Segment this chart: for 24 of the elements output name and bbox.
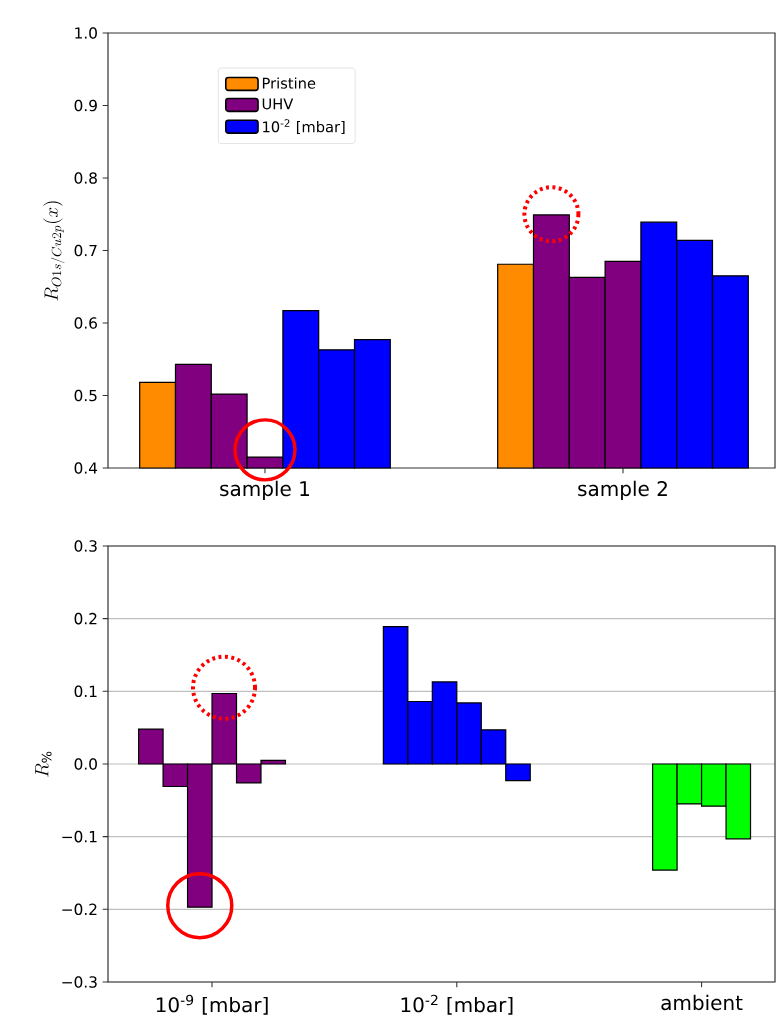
y-tick-label: 0.1 bbox=[74, 685, 97, 698]
y-tick-label: −0.3 bbox=[62, 976, 97, 988]
y-tick-label: −0.1 bbox=[62, 830, 97, 843]
y-tick-label: 0.6 bbox=[74, 317, 97, 329]
y-tick-label: 1.0 bbox=[75, 27, 97, 39]
y-tick-label: 0.8 bbox=[74, 172, 97, 184]
x-tick-label: 10$^{-2}$ [mbar] bbox=[401, 994, 513, 1015]
x-tick-label: ambient bbox=[661, 994, 743, 1011]
y-tick-label: 0.5 bbox=[74, 389, 97, 402]
y-tick-label: 0.4 bbox=[74, 462, 98, 474]
x-tick-label: sample 2 bbox=[578, 480, 667, 501]
y-tick-label: −0.2 bbox=[62, 903, 97, 916]
y-tick-label: 0.3 bbox=[74, 540, 97, 552]
y-tick-label: 0.2 bbox=[74, 612, 97, 625]
legend-label: Pristine bbox=[262, 77, 316, 89]
legend-label: UHV bbox=[262, 98, 294, 110]
y-tick-label: 0.7 bbox=[74, 244, 97, 257]
y-tick-label: 0.0 bbox=[74, 758, 97, 770]
legend-label: 10$^{-2}$ [mbar] bbox=[263, 119, 345, 135]
y-axis-title: $R_{O1s/Cu2p}(x)$ bbox=[43, 201, 65, 301]
y-axis-title: $R_{\%}$ bbox=[35, 751, 52, 777]
x-tick-label: 10$^{-9}$ [mbar] bbox=[156, 994, 268, 1015]
y-tick-label: 0.9 bbox=[74, 99, 97, 112]
x-tick-label: sample 1 bbox=[220, 480, 310, 501]
